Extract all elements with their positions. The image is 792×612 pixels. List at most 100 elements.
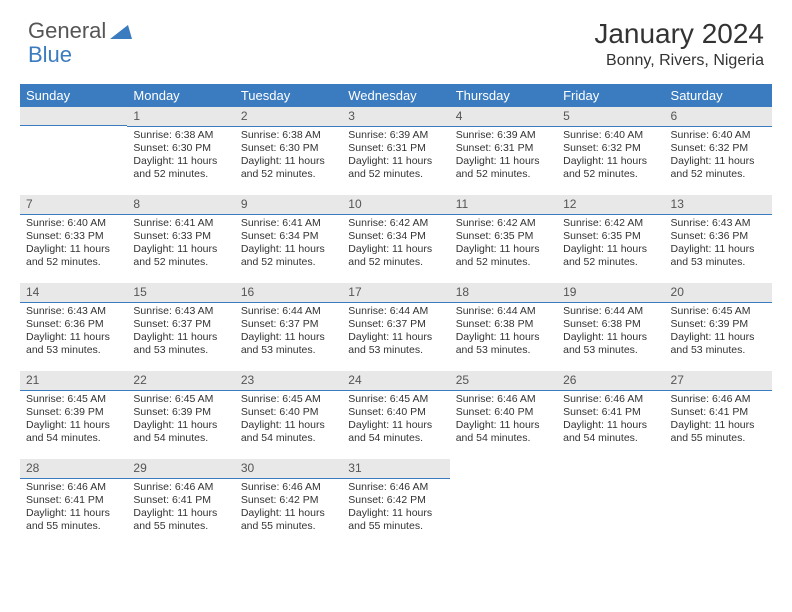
weekday-header: Tuesday — [235, 84, 342, 107]
calendar-cell: 2Sunrise: 6:38 AMSunset: 6:30 PMDaylight… — [235, 107, 342, 195]
daylight-text: Daylight: 11 hours and 54 minutes. — [456, 419, 551, 445]
calendar-week: 7Sunrise: 6:40 AMSunset: 6:33 PMDaylight… — [20, 195, 772, 283]
calendar-cell: 29Sunrise: 6:46 AMSunset: 6:41 PMDayligh… — [127, 459, 234, 547]
calendar-cell: 30Sunrise: 6:46 AMSunset: 6:42 PMDayligh… — [235, 459, 342, 547]
calendar-cell: 9Sunrise: 6:41 AMSunset: 6:34 PMDaylight… — [235, 195, 342, 283]
sunset-text: Sunset: 6:36 PM — [671, 230, 766, 243]
header: General January 2024 Bonny, Rivers, Nige… — [0, 0, 792, 78]
sunset-text: Sunset: 6:40 PM — [456, 406, 551, 419]
daylight-text: Daylight: 11 hours and 52 minutes. — [563, 155, 658, 181]
daylight-text: Daylight: 11 hours and 52 minutes. — [241, 243, 336, 269]
calendar-cell: 1 Sunrise: 6:38 AMSunset: 6:30 PMDaylight… — [127, 107, 234, 195]
calendar-body: 1Sunrise: 6:38 AMSunset: 6:30 PMDaylight… — [20, 107, 772, 547]
day-content: Sunrise: 6:45 AMSunset: 6:39 PMDaylight:… — [20, 391, 127, 450]
sunset-text: Sunset: 6:42 PM — [348, 494, 443, 507]
daylight-text: Daylight: 11 hours and 53 minutes. — [671, 243, 766, 269]
month-title: January 2024 — [594, 18, 764, 50]
day-number: 13 — [665, 195, 772, 215]
sunset-text: Sunset: 6:39 PM — [133, 406, 228, 419]
daylight-text: Daylight: 11 hours and 54 minutes. — [26, 419, 121, 445]
sunset-text: Sunset: 6:40 PM — [348, 406, 443, 419]
daylight-text: Daylight: 11 hours and 53 minutes. — [26, 331, 121, 357]
day-number: 5 — [557, 107, 664, 127]
day-number: 1 — [127, 107, 234, 127]
day-content: Sunrise: 6:43 AMSunset: 6:36 PMDaylight:… — [20, 303, 127, 362]
sunset-text: Sunset: 6:31 PM — [456, 142, 551, 155]
daylight-text: Daylight: 11 hours and 52 minutes. — [348, 243, 443, 269]
sunrise-text: Sunrise: 6:41 AM — [133, 217, 228, 230]
day-content: Sunrise: 6:45 AMSunset: 6:40 PMDaylight:… — [235, 391, 342, 450]
sunrise-text: Sunrise: 6:42 AM — [563, 217, 658, 230]
day-number: 8 — [127, 195, 234, 215]
calendar-cell: 18Sunrise: 6:44 AMSunset: 6:38 PMDayligh… — [450, 283, 557, 371]
day-content: Sunrise: 6:46 AMSunset: 6:41 PMDaylight:… — [20, 479, 127, 538]
day-number: 29 — [127, 459, 234, 479]
sunset-text: Sunset: 6:36 PM — [26, 318, 121, 331]
logo-text-general: General — [28, 18, 106, 44]
calendar-cell: 27Sunrise: 6:46 AMSunset: 6:41 PMDayligh… — [665, 371, 772, 459]
logo: General — [28, 18, 134, 44]
calendar-cell — [557, 459, 664, 547]
daylight-text: Daylight: 11 hours and 54 minutes. — [241, 419, 336, 445]
day-number: 30 — [235, 459, 342, 479]
day-number: 16 — [235, 283, 342, 303]
sunrise-text: Sunrise: 6:44 AM — [456, 305, 551, 318]
day-number: 11 — [450, 195, 557, 215]
calendar-cell: 15Sunrise: 6:43 AMSunset: 6:37 PMDayligh… — [127, 283, 234, 371]
daylight-text: Daylight: 11 hours and 55 minutes. — [241, 507, 336, 533]
sunrise-text: Sunrise: 6:45 AM — [241, 393, 336, 406]
sunrise-text: Sunrise: 6:46 AM — [348, 481, 443, 494]
daylight-text: Daylight: 11 hours and 52 minutes. — [241, 155, 336, 181]
calendar-week: 1Sunrise: 6:38 AMSunset: 6:30 PMDaylight… — [20, 107, 772, 195]
sunset-text: Sunset: 6:39 PM — [26, 406, 121, 419]
daylight-text: Daylight: 11 hours and 53 minutes. — [671, 331, 766, 357]
calendar-cell — [665, 459, 772, 547]
weekday-header: Sunday — [20, 84, 127, 107]
calendar-table: SundayMondayTuesdayWednesdayThursdayFrid… — [20, 84, 772, 547]
sunset-text: Sunset: 6:41 PM — [563, 406, 658, 419]
calendar-week: 14Sunrise: 6:43 AMSunset: 6:36 PMDayligh… — [20, 283, 772, 371]
day-number: 28 — [20, 459, 127, 479]
daylight-text: Daylight: 11 hours and 54 minutes. — [133, 419, 228, 445]
day-content: Sunrise: 6:44 AMSunset: 6:37 PMDaylight:… — [342, 303, 449, 362]
calendar-cell: 7Sunrise: 6:40 AMSunset: 6:33 PMDaylight… — [20, 195, 127, 283]
calendar-cell: 6Sunrise: 6:40 AMSunset: 6:32 PMDaylight… — [665, 107, 772, 195]
sunset-text: Sunset: 6:37 PM — [241, 318, 336, 331]
day-number: 21 — [20, 371, 127, 391]
sunrise-text: Sunrise: 6:39 AM — [348, 129, 443, 142]
sunrise-text: Sunrise: 6:43 AM — [671, 217, 766, 230]
day-number: 14 — [20, 283, 127, 303]
day-content: Sunrise: 6:40 AMSunset: 6:32 PMDaylight:… — [665, 127, 772, 186]
sunrise-text: Sunrise: 6:46 AM — [456, 393, 551, 406]
location: Bonny, Rivers, Nigeria — [594, 52, 764, 70]
day-number: 26 — [557, 371, 664, 391]
daylight-text: Daylight: 11 hours and 54 minutes. — [348, 419, 443, 445]
daylight-text: Daylight: 11 hours and 53 minutes. — [348, 331, 443, 357]
logo-triangle-icon — [110, 23, 132, 39]
day-number: 7 — [20, 195, 127, 215]
day-content: Sunrise: 6:44 AMSunset: 6:37 PMDaylight:… — [235, 303, 342, 362]
day-number: 3 — [342, 107, 449, 127]
day-number: 6 — [665, 107, 772, 127]
weekday-header: Saturday — [665, 84, 772, 107]
day-content: Sunrise: 6:41 AMSunset: 6:34 PMDaylight:… — [235, 215, 342, 274]
sunrise-text: Sunrise: 6:45 AM — [348, 393, 443, 406]
calendar-cell: 12Sunrise: 6:42 AMSunset: 6:35 PMDayligh… — [557, 195, 664, 283]
daylight-text: Daylight: 11 hours and 52 minutes. — [133, 155, 228, 181]
calendar-cell: 23Sunrise: 6:45 AMSunset: 6:40 PMDayligh… — [235, 371, 342, 459]
daylight-text: Daylight: 11 hours and 52 minutes. — [456, 243, 551, 269]
sunset-text: Sunset: 6:32 PM — [563, 142, 658, 155]
sunset-text: Sunset: 6:30 PM — [133, 142, 228, 155]
sunrise-text: Sunrise: 6:46 AM — [563, 393, 658, 406]
day-content: Sunrise: 6:40 AMSunset: 6:32 PMDaylight:… — [557, 127, 664, 186]
sunrise-text: Sunrise: 6:38 AM — [133, 129, 228, 142]
daylight-text: Daylight: 11 hours and 53 minutes. — [456, 331, 551, 357]
calendar-cell: 31Sunrise: 6:46 AMSunset: 6:42 PMDayligh… — [342, 459, 449, 547]
day-number: 27 — [665, 371, 772, 391]
day-content: Sunrise: 6:45 AMSunset: 6:39 PMDaylight:… — [127, 391, 234, 450]
sunrise-text: Sunrise: 6:42 AM — [348, 217, 443, 230]
calendar-cell: 17Sunrise: 6:44 AMSunset: 6:37 PMDayligh… — [342, 283, 449, 371]
day-number: 31 — [342, 459, 449, 479]
day-number: 4 — [450, 107, 557, 127]
day-number: 10 — [342, 195, 449, 215]
